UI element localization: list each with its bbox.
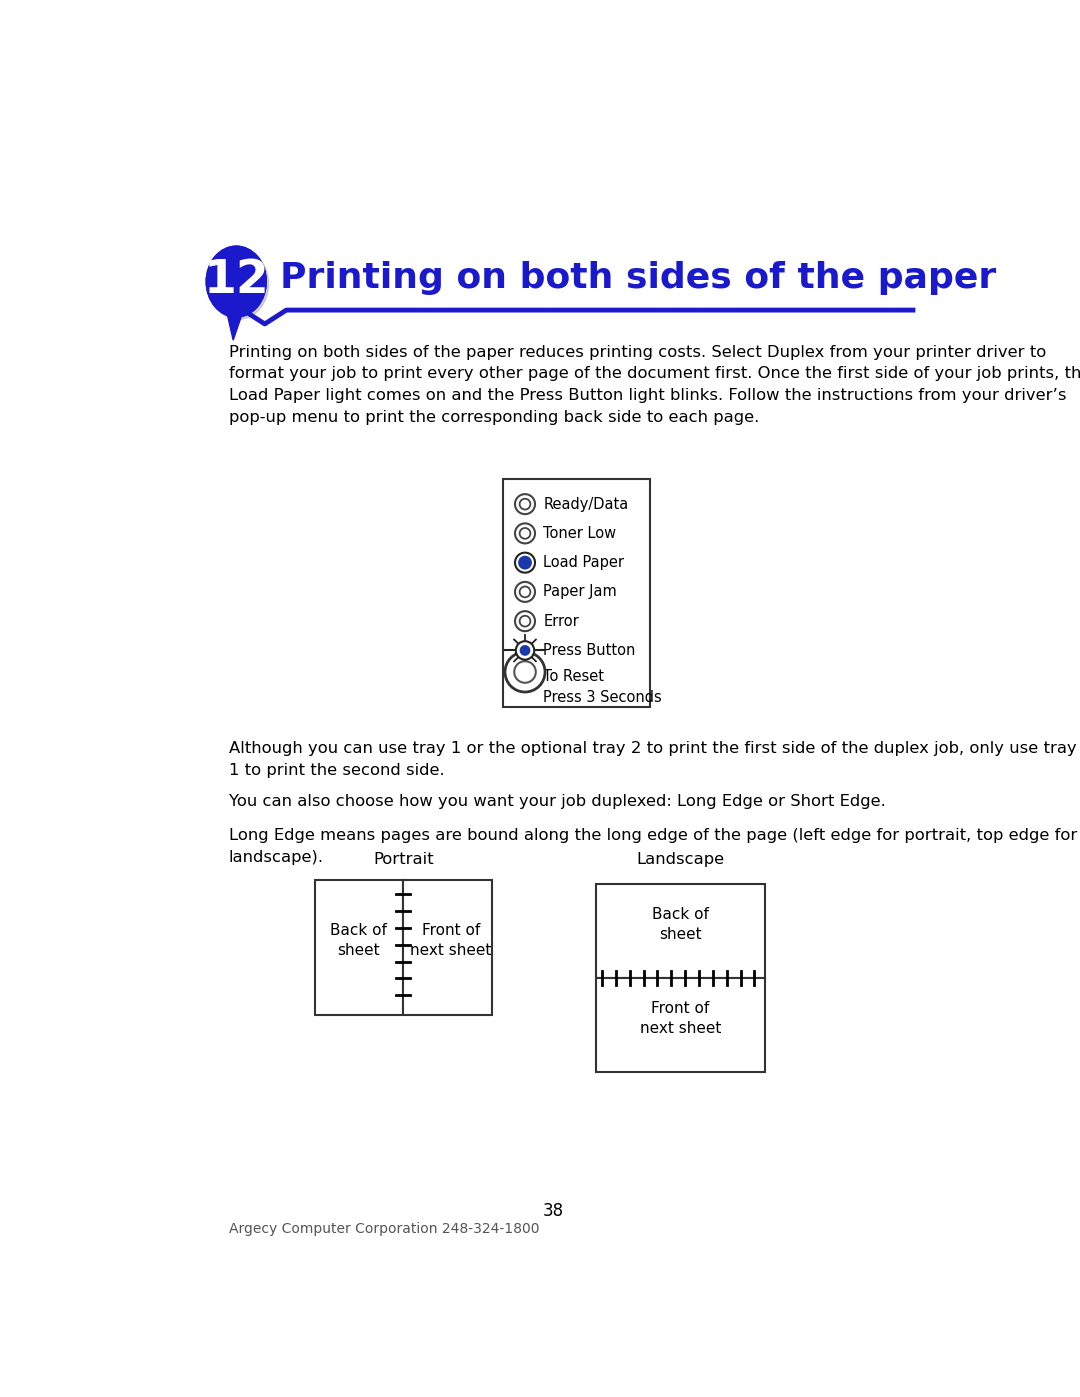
Text: 38: 38 xyxy=(543,1201,564,1220)
Circle shape xyxy=(505,652,545,692)
Bar xyxy=(596,978,766,1073)
Bar xyxy=(403,880,491,1014)
Bar xyxy=(596,884,766,978)
Text: 12: 12 xyxy=(203,257,269,303)
Text: You can also choose how you want your job duplexed: Long Edge or Short Edge.: You can also choose how you want your jo… xyxy=(229,793,886,809)
Text: Argecy Computer Corporation 248-324-1800: Argecy Computer Corporation 248-324-1800 xyxy=(229,1222,539,1236)
Circle shape xyxy=(519,528,530,539)
Text: Toner Low: Toner Low xyxy=(543,525,617,541)
Text: Front of
next sheet: Front of next sheet xyxy=(639,1002,721,1037)
Circle shape xyxy=(519,645,530,655)
Text: Although you can use tray 1 or the optional tray 2 to print the first side of th: Although you can use tray 1 or the optio… xyxy=(229,742,1077,778)
Circle shape xyxy=(514,661,536,683)
Text: Long Edge means pages are bound along the long edge of the page (left edge for p: Long Edge means pages are bound along th… xyxy=(229,828,1077,865)
Circle shape xyxy=(515,583,535,602)
Text: Printing on both sides of the paper reduces printing costs. Select Duplex from y: Printing on both sides of the paper redu… xyxy=(229,345,1080,425)
Text: Back of
sheet: Back of sheet xyxy=(652,907,708,942)
Circle shape xyxy=(515,610,535,631)
Ellipse shape xyxy=(208,249,269,320)
Ellipse shape xyxy=(206,246,267,317)
Text: Printing on both sides of the paper: Printing on both sides of the paper xyxy=(280,261,997,295)
Circle shape xyxy=(519,499,530,510)
Bar xyxy=(503,479,650,707)
Circle shape xyxy=(518,556,532,570)
Text: Ready/Data: Ready/Data xyxy=(543,496,629,511)
Text: Back of
sheet: Back of sheet xyxy=(330,923,387,958)
Text: Load Paper: Load Paper xyxy=(543,555,624,570)
Circle shape xyxy=(515,524,535,543)
Circle shape xyxy=(515,553,535,573)
Text: Landscape: Landscape xyxy=(636,852,725,866)
Circle shape xyxy=(519,587,530,598)
Text: Error: Error xyxy=(543,613,579,629)
Text: Paper Jam: Paper Jam xyxy=(543,584,618,599)
Text: Press Button: Press Button xyxy=(543,643,636,658)
Polygon shape xyxy=(227,313,242,339)
Circle shape xyxy=(515,495,535,514)
Text: Front of
next sheet: Front of next sheet xyxy=(410,923,491,958)
Circle shape xyxy=(516,641,535,659)
Ellipse shape xyxy=(206,246,267,317)
Text: To Reset
Press 3 Seconds: To Reset Press 3 Seconds xyxy=(543,669,662,705)
Text: Portrait: Portrait xyxy=(373,852,434,866)
Circle shape xyxy=(519,616,530,627)
Bar xyxy=(314,880,403,1014)
